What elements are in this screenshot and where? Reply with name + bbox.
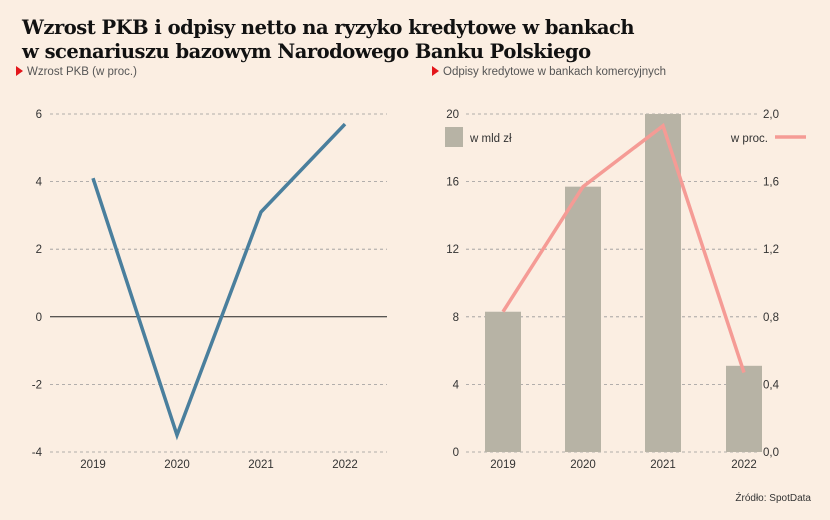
bar	[485, 311, 521, 452]
y-tick-label: 2	[36, 244, 42, 256]
source-note: Źródło: SpotData	[735, 493, 811, 504]
right-chart-subtitle: Odpisy kredytowe w bankach komercyjnych	[432, 66, 666, 78]
title-line-1: Wzrost PKB i odpisy netto na ryzyko kred…	[22, 16, 635, 39]
x-tick-label: 2022	[332, 459, 358, 471]
x-tick-label: 2019	[490, 459, 516, 471]
left-y-tick-label: 12	[446, 244, 459, 256]
legend-swatch-bars	[445, 127, 463, 147]
y-tick-label: -2	[32, 379, 42, 391]
red-triangle-icon	[432, 66, 439, 76]
x-tick-label: 2019	[80, 459, 106, 471]
title-line-2: w scenariuszu bazowym Narodowego Banku P…	[22, 40, 591, 63]
x-tick-label: 2021	[248, 459, 274, 471]
right-subtitle-text: Odpisy kredytowe w bankach komercyjnych	[443, 66, 667, 78]
right-y-tick-label: 0,0	[763, 447, 779, 459]
bar	[726, 365, 762, 452]
left-y-tick-label: 4	[453, 379, 460, 391]
right-y-tick-label: 0,4	[763, 379, 780, 391]
right-y-tick-label: 1,2	[763, 244, 779, 256]
right-y-tick-label: 1,6	[763, 177, 779, 189]
left-subtitle-text: Wzrost PKB (w proc.)	[27, 66, 137, 78]
x-tick-label: 2022	[731, 459, 757, 471]
y-tick-label: -4	[32, 447, 43, 459]
chart-title: Wzrost PKB i odpisy netto na ryzyko kred…	[22, 16, 635, 64]
y-tick-label: 0	[36, 312, 42, 324]
right-y-tick-label: 0,8	[763, 312, 779, 324]
left-y-tick-label: 20	[446, 109, 459, 121]
x-tick-label: 2020	[570, 459, 596, 471]
left-chart-subtitle: Wzrost PKB (w proc.)	[16, 66, 137, 78]
bar	[645, 114, 681, 452]
right-y-tick-label: 2,0	[763, 109, 779, 121]
legend-label-bars: w mld zł	[469, 133, 512, 145]
red-triangle-icon	[16, 66, 23, 76]
bar	[565, 186, 601, 453]
x-tick-label: 2020	[164, 459, 190, 471]
y-tick-label: 4	[36, 177, 43, 189]
x-tick-label: 2021	[650, 459, 676, 471]
left-y-tick-label: 8	[453, 312, 459, 324]
left-y-tick-label: 0	[453, 447, 459, 459]
left-y-tick-label: 16	[446, 177, 459, 189]
legend-label-line: w proc.	[730, 133, 768, 145]
gdp-growth-line	[91, 122, 347, 441]
percent-line	[501, 122, 746, 374]
y-tick-label: 6	[36, 109, 42, 121]
